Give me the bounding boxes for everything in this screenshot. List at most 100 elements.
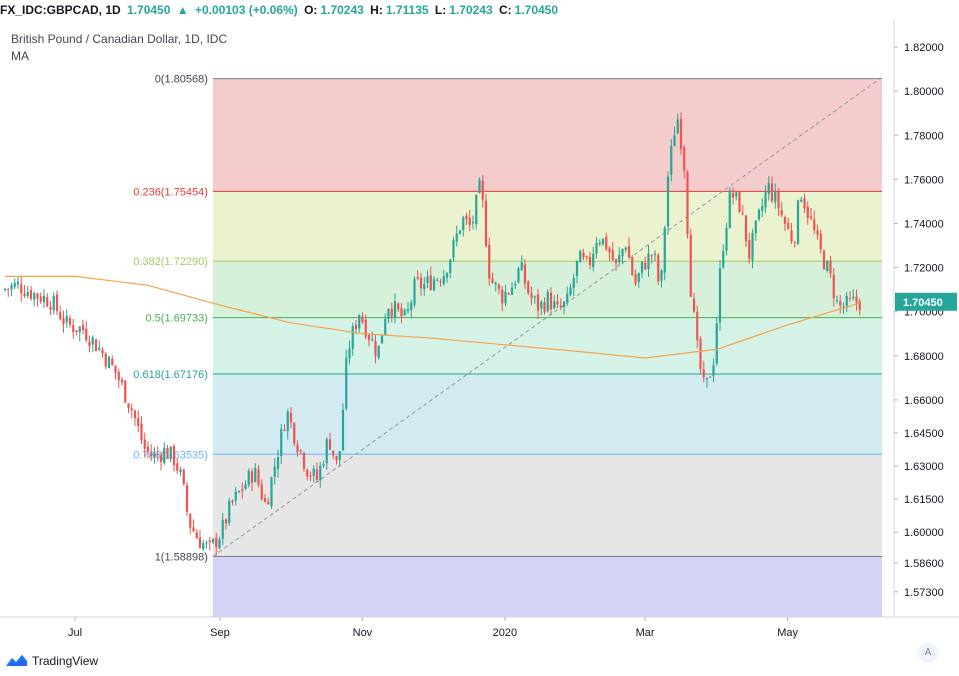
candle-body — [774, 191, 777, 203]
y-tick-label: 1.60000 — [904, 527, 944, 539]
candle-body — [3, 288, 7, 290]
y-tick-label: 1.72000 — [904, 263, 944, 275]
candle-body — [384, 318, 387, 335]
candle-body — [855, 296, 858, 303]
candle-body — [78, 326, 81, 333]
candle-body — [533, 296, 536, 298]
y-tick-label: 1.66000 — [904, 395, 944, 407]
candle-body — [709, 376, 712, 378]
y-tick-label: 1.78000 — [904, 130, 944, 142]
candle-body — [631, 257, 634, 275]
candle-body — [215, 537, 218, 548]
candle-body — [627, 246, 631, 258]
candle-body — [848, 298, 852, 300]
candle-body — [504, 291, 507, 304]
candle-body — [98, 347, 101, 350]
candle-body — [377, 345, 380, 359]
candle-body — [403, 310, 406, 315]
candle-body — [829, 260, 832, 274]
candle-body — [715, 323, 718, 364]
candle-body — [250, 471, 254, 483]
low-value: 1.70243 — [449, 3, 493, 17]
candle-body — [146, 446, 150, 452]
ma-indicator-label[interactable]: MA — [11, 49, 29, 63]
candle-body — [728, 190, 731, 228]
candle-body — [309, 475, 312, 477]
candle-body — [751, 233, 754, 261]
candle-body — [559, 305, 562, 308]
candle-body — [276, 457, 280, 469]
candle-body — [296, 444, 299, 453]
candle-body — [338, 451, 341, 460]
candle-body — [117, 371, 120, 381]
candle-body — [670, 146, 673, 175]
candle-body — [354, 324, 358, 330]
candle-body — [211, 538, 215, 543]
candle-body — [510, 287, 514, 295]
y-tick-label: 1.61500 — [904, 494, 944, 506]
candle-body — [166, 447, 169, 459]
candle-body — [650, 255, 653, 257]
symbol-header: FX_IDC:GBPCAD, 1D 1.70450 ▲ +0.00103 (+0… — [0, 0, 959, 20]
candle-body — [7, 288, 10, 290]
candle-body — [718, 268, 722, 323]
candle-body — [208, 540, 211, 543]
candle-body — [491, 278, 494, 283]
candle-body — [127, 403, 130, 408]
candle-body — [185, 485, 189, 512]
candle-body — [530, 293, 533, 299]
candle-body — [68, 317, 72, 325]
candle-body — [686, 171, 689, 235]
candle-body — [842, 306, 845, 308]
symbol-name[interactable]: FX_IDC:GBPCAD, 1D — [0, 3, 121, 17]
candle-body — [192, 527, 195, 532]
candle-body — [325, 439, 328, 464]
candle-body — [653, 253, 657, 255]
candle-body — [445, 273, 449, 278]
y-tick-label: 1.76000 — [904, 174, 944, 186]
chart-svg[interactable]: 0(1.80568) 0.236(1.75454) 0.382(1.72290) 0.… — [0, 20, 959, 644]
candle-body — [205, 542, 208, 544]
candle-body — [130, 408, 133, 411]
candle-body — [614, 259, 618, 264]
candle-body — [254, 467, 257, 482]
close-label: C: — [498, 3, 512, 17]
candle-body — [585, 256, 588, 258]
candle-body — [390, 308, 393, 317]
candle-body — [761, 206, 764, 211]
candle-body — [744, 215, 748, 242]
candle-body — [114, 365, 117, 373]
candle-body — [579, 250, 582, 263]
candle-body — [442, 276, 445, 285]
candle-body — [673, 135, 676, 147]
fib-label-0.382: 0.382(1.72290) — [133, 256, 208, 268]
candle-body — [202, 543, 205, 550]
candle-body — [88, 341, 91, 347]
open-label: O: — [304, 3, 318, 17]
tradingview-logo[interactable]: TradingView — [6, 654, 98, 668]
candle-body — [143, 439, 146, 449]
candle-body — [839, 301, 842, 306]
candle-body — [458, 230, 462, 234]
candle-body — [140, 423, 143, 441]
fib-label-0.236: 0.236(1.75454) — [133, 186, 208, 198]
candle-body — [488, 244, 491, 279]
candle-body — [605, 236, 608, 250]
candle-body — [546, 291, 549, 312]
candle-body — [705, 377, 709, 380]
candle-body — [813, 219, 816, 231]
candle-body — [601, 238, 605, 245]
candle-body — [588, 256, 592, 266]
chart-area[interactable]: 0(1.80568) 0.236(1.75454) 0.382(1.72290) 0.… — [0, 20, 959, 663]
candle-body — [777, 191, 780, 209]
candle-body — [59, 312, 62, 320]
candle-body — [263, 498, 267, 502]
x-tick-label: Sep — [210, 627, 230, 639]
candle-body — [481, 180, 484, 200]
candle-body — [780, 210, 783, 216]
tradingview-icon — [6, 654, 28, 667]
candle-body — [380, 335, 384, 344]
x-tick-label: Nov — [353, 627, 373, 639]
candle-body — [735, 192, 738, 197]
auto-scale-button[interactable]: A — [918, 643, 938, 663]
